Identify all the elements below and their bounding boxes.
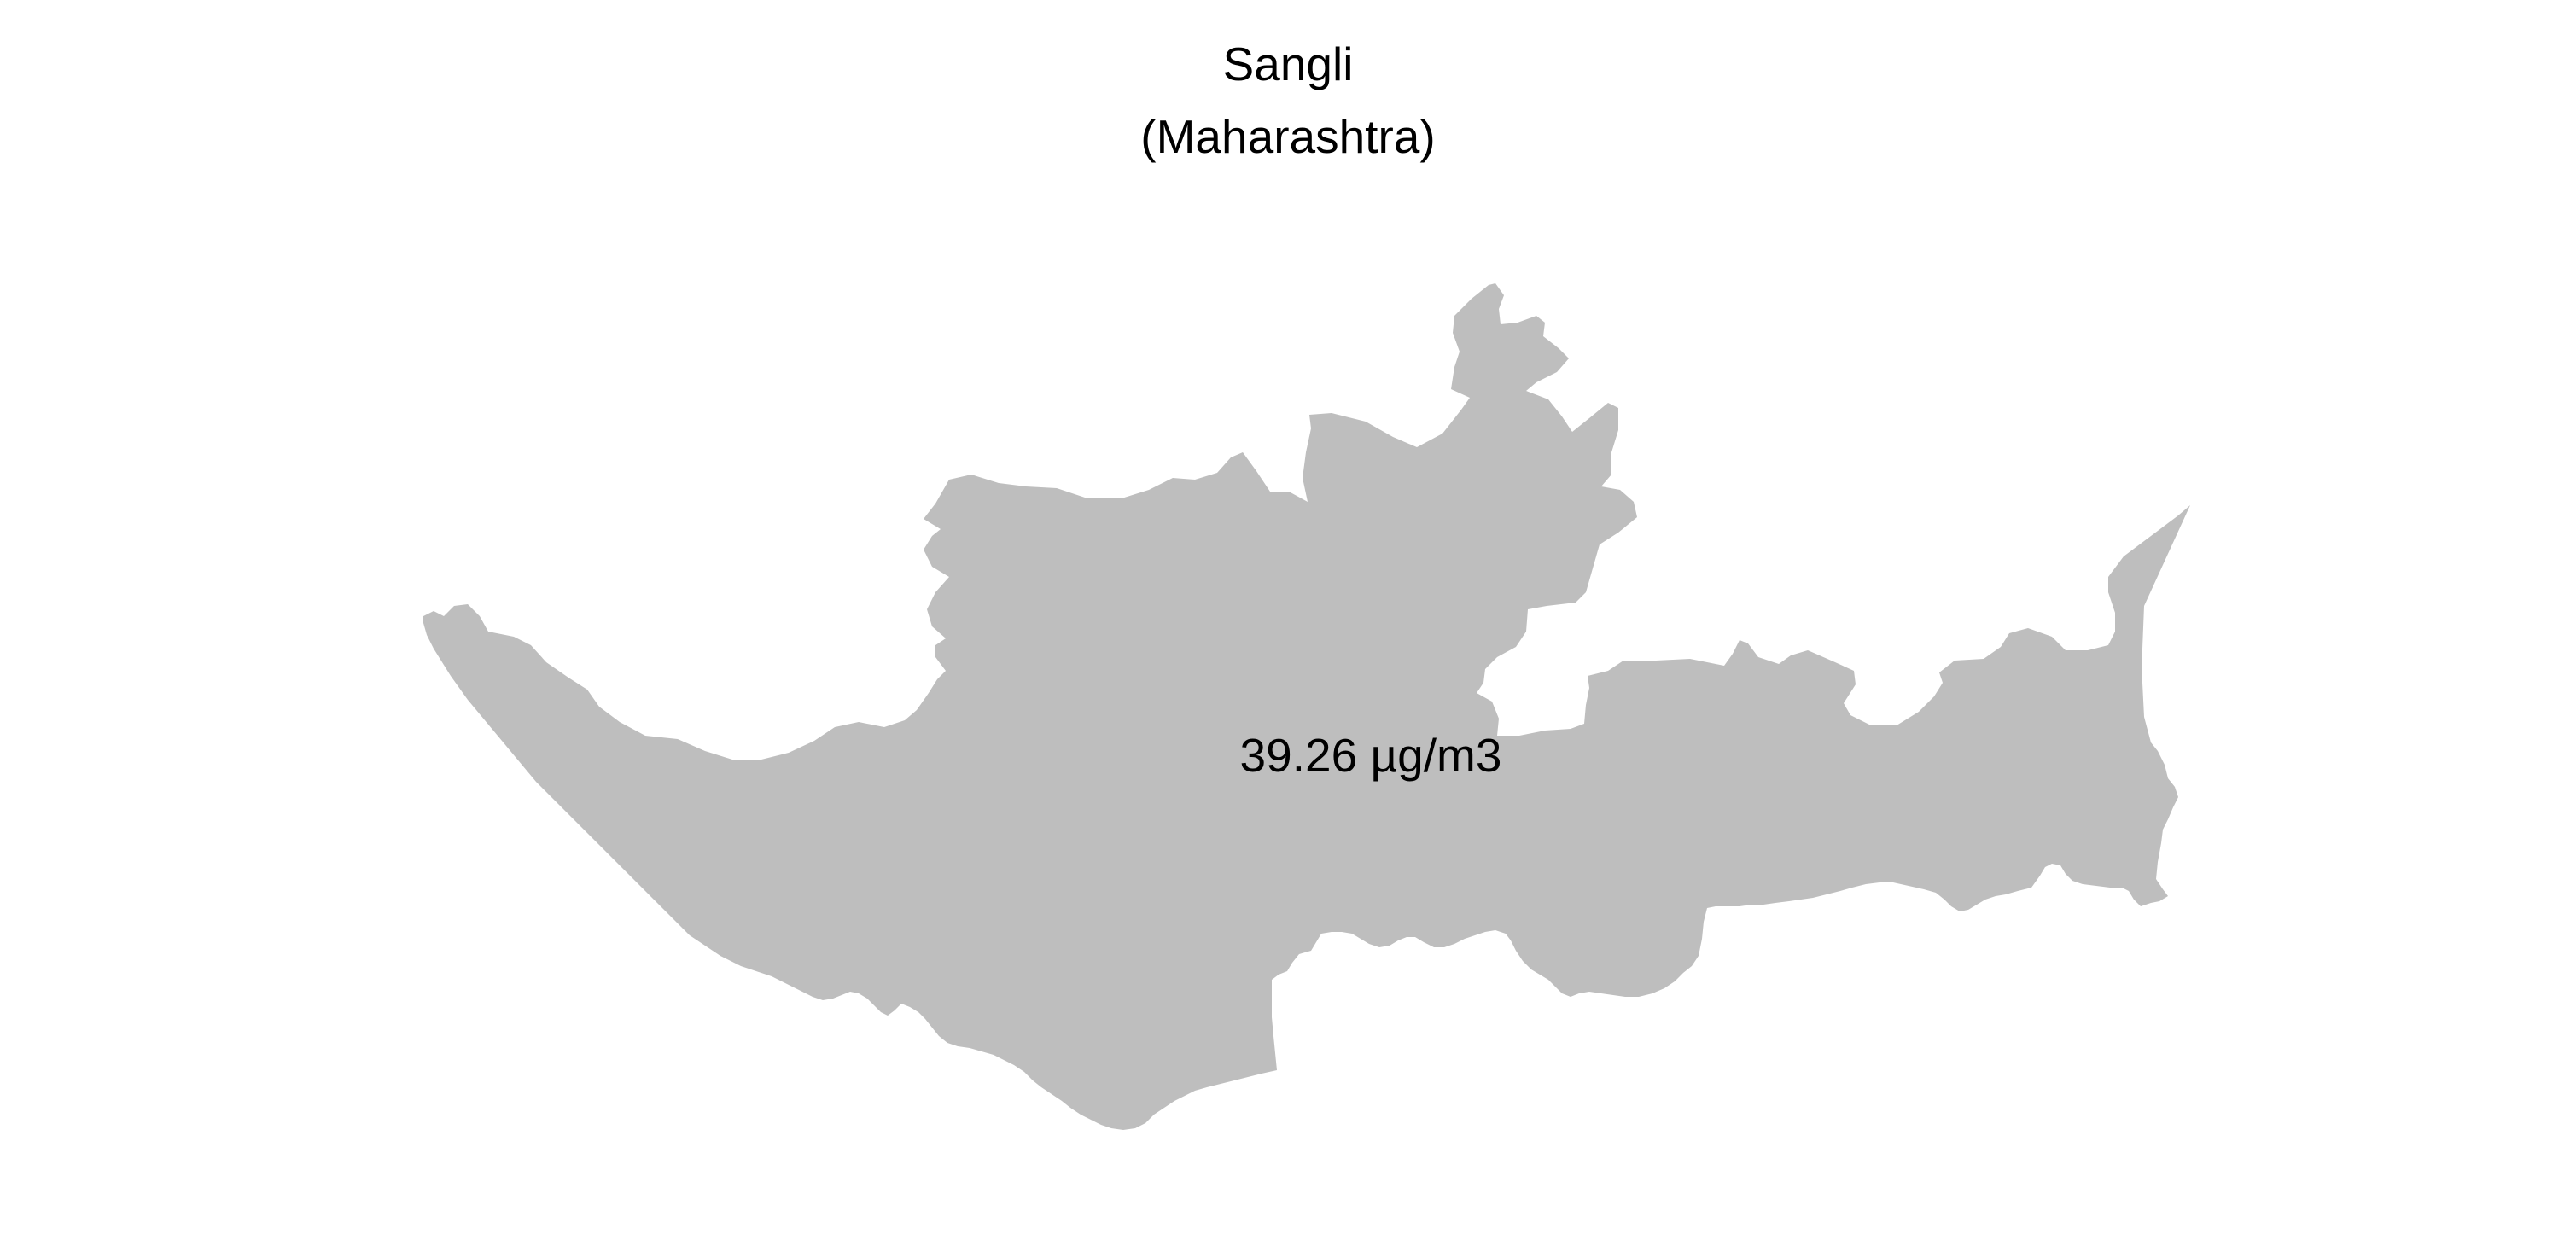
- value-label: 39.26 µg/m3: [1239, 729, 1502, 782]
- district-region: [423, 283, 2190, 1130]
- map-title: Sangli: [1222, 38, 1354, 90]
- map-subtitle: (Maharashtra): [1140, 110, 1436, 163]
